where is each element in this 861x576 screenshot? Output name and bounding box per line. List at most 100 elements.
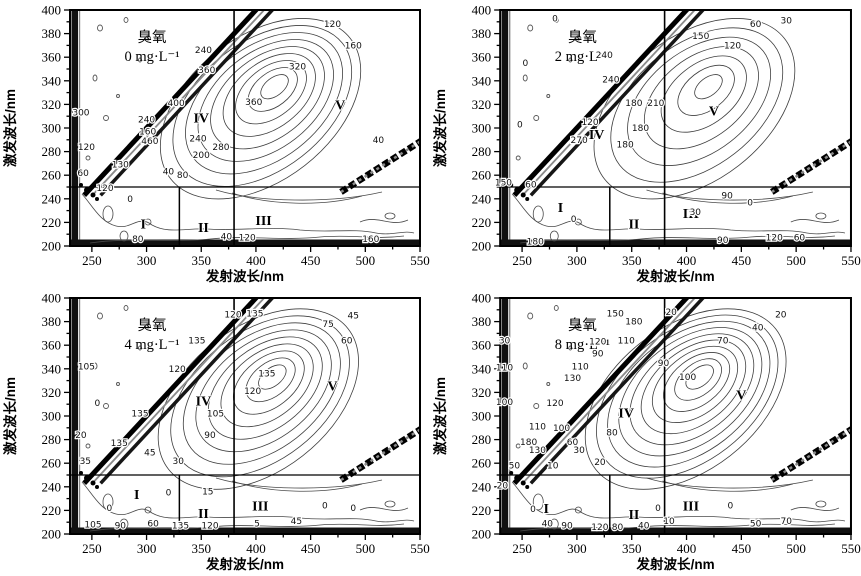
noise-blob <box>138 345 142 351</box>
contour-label: 0 <box>127 195 133 205</box>
x-tick-label: 300 <box>567 541 587 556</box>
contour-label: 135 <box>111 439 128 449</box>
contour-label: 75 <box>322 320 333 330</box>
y-tick-label: 320 <box>472 385 492 400</box>
contour-label: 60 <box>567 438 579 448</box>
contour-label: 200 <box>193 151 210 161</box>
noise-blob <box>533 115 540 121</box>
y-tick-label: 400 <box>42 291 62 306</box>
y-axis: 200 220 240 260 280 300 320 340 360 380 400 <box>42 3 70 254</box>
x-tick-label: 350 <box>622 541 642 556</box>
contour-label: 120 <box>224 311 241 321</box>
low-contour <box>520 523 835 532</box>
y-tick-label: 380 <box>42 314 62 329</box>
x-tick-label: 550 <box>841 541 861 556</box>
contour-label: 300 <box>72 109 89 119</box>
noise-blob <box>123 305 129 311</box>
plot-body <box>70 10 420 246</box>
x-tick-label: 300 <box>137 253 157 268</box>
y-tick-label: 320 <box>42 97 62 112</box>
y-tick-label: 220 <box>472 503 492 518</box>
contour-label: 360 <box>198 66 215 76</box>
contour-label: 80 <box>177 171 189 181</box>
contour-ring <box>197 39 334 162</box>
contour-label: 160 <box>345 41 362 51</box>
contour-label: 30 <box>499 336 511 346</box>
contour-ring <box>607 320 771 468</box>
contour-label: 180 <box>527 237 544 247</box>
contour-ring <box>220 343 314 428</box>
region-label-V: V <box>327 379 337 394</box>
plot-frame <box>69 9 421 247</box>
y-axis-title: 激发波长/nm <box>432 377 448 455</box>
x-tick-label: 400 <box>677 253 697 268</box>
y-tick-label: 360 <box>42 338 62 353</box>
contour-label: 120 <box>591 523 608 533</box>
y-tick-label: 360 <box>42 50 62 65</box>
y-tick-label: 280 <box>472 144 492 159</box>
contour-label: 0 <box>322 502 328 512</box>
contour-label: 130 <box>112 161 129 171</box>
y-tick-label: 200 <box>42 239 62 254</box>
x-tick-label: 250 <box>82 541 102 556</box>
panel-cell-ozone-4: 250 300 350 400 450 500 550 200 220 240 260 280 300 3… <box>0 288 430 576</box>
region-label-I: I <box>141 218 146 233</box>
contour-label: 40 <box>221 233 233 243</box>
contour-label: 105 <box>84 521 101 531</box>
contour-label: 135 <box>246 309 263 319</box>
contour-label: 70 <box>781 517 793 527</box>
noise-blob <box>116 94 120 98</box>
region-label-II: II <box>198 221 209 236</box>
contour-ring <box>260 74 289 100</box>
contour-label: 100 <box>496 398 513 408</box>
contour-label: 240 <box>596 51 613 61</box>
contour-ring <box>643 46 759 150</box>
x-tick-label: 400 <box>246 541 266 556</box>
region-label-II: II <box>628 508 639 523</box>
contour-label: 110 <box>529 423 546 433</box>
contour-label: 20 <box>594 458 606 468</box>
contour-label: 0 <box>107 504 113 514</box>
noise-blob <box>568 57 573 63</box>
panel-annotation-analyte: 臭氧 <box>138 29 167 46</box>
rayleigh-band-2 <box>99 298 275 485</box>
contour-label: 120 <box>201 522 218 532</box>
region-label-I: I <box>134 488 139 503</box>
contour-label: 120 <box>546 399 563 409</box>
contour-label: 110 <box>572 362 589 372</box>
left-saturation-band <box>71 10 78 246</box>
eem-contour-plot: 250 300 350 400 450 500 5502002202402602803003… <box>2 291 430 573</box>
contour-ring <box>222 53 316 137</box>
contour-label: 45 <box>348 312 359 322</box>
contour-label: 90 <box>204 431 216 441</box>
x-axis-title: 发射波长/nm <box>205 268 284 284</box>
contour-label: 120 <box>244 387 261 397</box>
y-tick-label: 340 <box>42 361 62 376</box>
second-order-scatter-band <box>770 425 851 483</box>
contour-label: 90 <box>115 522 127 532</box>
contour-label: 0 <box>728 502 734 512</box>
contour-label: 90 <box>721 191 733 201</box>
contour-label: 60 <box>341 336 353 346</box>
contour-label: 400 <box>168 99 185 109</box>
contour-ring <box>245 357 296 403</box>
contour-label: 90 <box>561 522 573 532</box>
x-tick-label: 250 <box>512 541 532 556</box>
contour-label: 45 <box>144 449 155 459</box>
y-axis-title: 激发波长/nm <box>2 89 18 167</box>
contour-label: 35 <box>80 457 91 467</box>
y-tick-label: 340 <box>472 361 492 376</box>
region-label-III: III <box>683 500 699 515</box>
bottom-saturation-band <box>500 527 851 534</box>
contour-label: 120 <box>724 41 741 51</box>
panel-cell-ozone-2: 250 300 350 400 450 500 550 200 220 240 260 280 300 3… <box>430 0 861 288</box>
second-order-scatter-band <box>770 137 851 195</box>
y-tick-label: 280 <box>42 144 62 159</box>
region-label-III: III <box>252 500 268 515</box>
y-tick-label: 360 <box>472 50 492 65</box>
region-label-IV: IV <box>193 111 209 126</box>
contour-ring <box>210 46 325 150</box>
contour-label: 105 <box>207 410 224 420</box>
region-label-V: V <box>335 98 345 113</box>
contour-label: 30 <box>781 17 793 27</box>
